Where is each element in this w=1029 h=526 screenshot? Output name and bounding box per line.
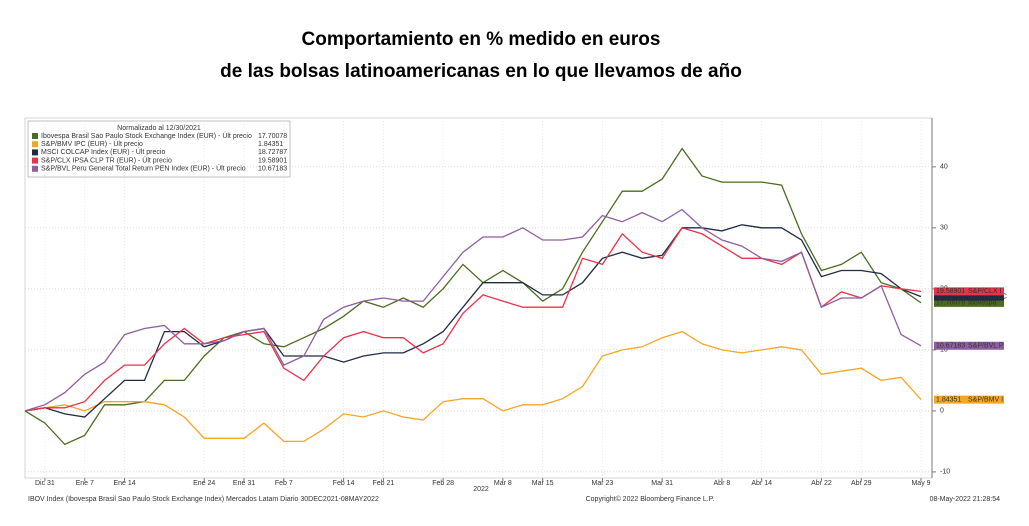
x-tick-label: Feb 28 [432, 480, 454, 487]
footer: IBOV Index (Ibovespa Brasil Sao Paulo St… [28, 496, 379, 503]
x-tick-label: May 9 [911, 480, 930, 487]
legend-swatch [32, 133, 38, 139]
value-tag-name: S&P/BVL P [968, 343, 1004, 350]
x-tick-label: Abr 14 [751, 480, 772, 487]
x-tick-label: Mar 31 [651, 480, 673, 487]
value-tag-name: Ibovespa [968, 300, 997, 307]
chart-title: Comportamiento en % medido en euros [302, 29, 661, 50]
x-tick-label: Abr 22 [811, 480, 832, 487]
legend-label: S&P/BVL Peru General Total Return PEN In… [41, 164, 246, 173]
x-tick-label: Mar 15 [532, 480, 554, 487]
legend-label: Ibovespa Brasil Sao Paulo Stock Exchange… [41, 131, 252, 140]
legend-label: S&P/CLX IPSA CLP TR (EUR) - Últ precio [41, 155, 172, 164]
legend-swatch [32, 165, 38, 172]
legend-swatch [32, 141, 38, 148]
x-tick-label: Ene 14 [113, 480, 135, 487]
series-line [24, 208, 922, 412]
legend-swatch [32, 149, 38, 156]
legend-swatch [32, 157, 38, 164]
value-tag-label: 10.67183 [936, 343, 965, 350]
x-tick-label: Mar 8 [494, 480, 512, 487]
series-line [24, 227, 922, 412]
footer: Copyright© 2022 Bloomberg Finance L.P. [586, 495, 715, 503]
legend [27, 120, 291, 178]
legend-value: 17.70078 [258, 133, 287, 140]
x-tick-label: Abr 29 [851, 480, 872, 487]
x-tick-label: Ene 7 [76, 480, 94, 487]
y-tick-label: 30 [940, 225, 948, 232]
value-tag-label: 1.84351 [936, 396, 961, 403]
legend-title: Normalizado al 12/30/2021 [117, 125, 201, 132]
value-tag-name: S&P/BMV I [968, 396, 1003, 403]
x-tick-label: Ene 31 [233, 480, 255, 487]
series-line [24, 147, 922, 446]
series-line [24, 224, 922, 418]
legend-value: 18.72787 [258, 149, 287, 156]
value-tag-label: 19.58901 [936, 288, 965, 295]
value-tag [934, 298, 1004, 307]
x-tick-label: Abr 8 [714, 480, 731, 487]
x-tick-label: Feb 14 [333, 480, 355, 487]
legend-label: S&P/BMV IPC (EUR) - Últ precio [41, 139, 143, 148]
value-tag-name: MSCI COLC [968, 293, 1007, 300]
legend-value: 19.58901 [258, 157, 287, 164]
series-line [24, 330, 922, 443]
y-tick-label: 40 [940, 164, 948, 171]
x-tick-label: Feb 7 [275, 480, 293, 487]
value-tag-name: S&P/CLX I [968, 288, 1002, 295]
value-tag-label: 17.70078 [936, 300, 965, 307]
legend-value: 10.67183 [258, 166, 287, 173]
value-tag-label: 18.72787 [936, 293, 965, 300]
value-tag [934, 341, 1004, 350]
chart-title: de las bolsas latinoamericanas en lo que… [220, 61, 742, 82]
x-tick-label: Dic 31 [35, 480, 55, 487]
y-tick-label: -10 [940, 469, 950, 476]
value-tag [934, 292, 1004, 301]
x-tick-label: Feb 21 [373, 480, 395, 487]
x-axis-label: 2022 [473, 486, 489, 493]
y-tick-label: 10 [940, 347, 948, 354]
x-tick-label: Mar 23 [592, 480, 614, 487]
value-tag [934, 287, 1004, 296]
y-tick-label: 0 [940, 408, 944, 415]
footer: 08-May-2022 21:28:54 [930, 496, 1001, 503]
value-tag [934, 395, 1004, 404]
legend-label: MSCI COLCAP Index (EUR) - Últ precio [41, 147, 165, 156]
legend-value: 1.84351 [258, 141, 283, 148]
x-tick-label: Ene 24 [193, 480, 215, 487]
